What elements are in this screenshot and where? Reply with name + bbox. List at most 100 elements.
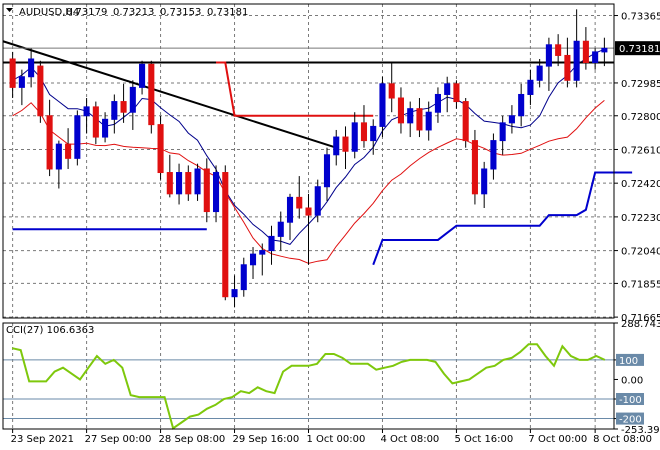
bull-candle xyxy=(379,83,386,127)
bear-candle xyxy=(342,136,349,152)
bear-candle xyxy=(305,207,312,216)
bull-candle xyxy=(231,289,238,298)
bull-candle xyxy=(481,168,488,195)
bear-candle xyxy=(157,124,164,174)
current-price-box xyxy=(615,41,660,56)
main-plot-frame xyxy=(2,3,615,319)
bear-candle xyxy=(360,122,368,142)
bull-candle xyxy=(240,264,247,291)
bear-candle xyxy=(416,108,423,131)
bull-candle xyxy=(573,40,580,81)
bear-candle xyxy=(222,172,229,298)
bear-candle xyxy=(471,140,478,195)
bear-candle xyxy=(46,115,53,170)
bull-candle xyxy=(83,106,90,117)
bull-candle xyxy=(249,253,257,266)
bull-candle xyxy=(28,58,35,78)
bull-candle xyxy=(536,65,543,81)
x-tick-label: 27 Sep 00:00 xyxy=(85,434,152,445)
bear-candle xyxy=(65,143,72,159)
bear-candle xyxy=(92,106,99,138)
bull-candle xyxy=(314,186,321,216)
bear-candle xyxy=(120,101,127,113)
cci-series-line xyxy=(11,343,606,430)
bull-candle xyxy=(592,51,599,64)
bull-candle xyxy=(545,44,552,67)
x-tick-label: 4 Oct 08:00 xyxy=(380,434,439,445)
y-tick-label: 0.72040 xyxy=(621,247,660,258)
cci-y-tick-label: 0.00 xyxy=(621,375,643,386)
y-tick-label: 0.73365 xyxy=(621,12,660,23)
bear-candle xyxy=(388,83,395,99)
bull-candle xyxy=(444,83,451,95)
x-tick-label: 23 Sep 2021 xyxy=(11,434,74,445)
bull-candle xyxy=(129,86,136,113)
cci-y-tick-label: 288.7433 xyxy=(621,319,660,330)
cci-level-box xyxy=(616,393,644,406)
bear-candle xyxy=(185,172,192,195)
cci-level-box xyxy=(616,353,644,366)
bear-candle xyxy=(166,172,173,195)
collapse-triangle-icon xyxy=(6,8,13,12)
ohlc-close: 0.73181 xyxy=(207,7,248,18)
bear-candle xyxy=(555,44,562,56)
bull-candle xyxy=(259,250,266,255)
bull-candle xyxy=(527,79,534,95)
bull-candle xyxy=(499,122,506,142)
cci-y-tick-label: 100 xyxy=(619,356,638,367)
bull-candle xyxy=(111,101,118,120)
bear-candle xyxy=(397,97,405,124)
cci-y-tick-label: -100 xyxy=(619,395,642,406)
bear-candle xyxy=(462,101,469,142)
bull-candle xyxy=(74,115,81,159)
bull-candle xyxy=(518,93,525,117)
bull-candle xyxy=(268,235,275,252)
cci-level-box xyxy=(616,412,644,425)
y-tick-label: 0.72230 xyxy=(621,213,660,224)
y-tick-label: 0.71855 xyxy=(621,279,660,290)
bull-candle xyxy=(434,93,441,113)
bull-candle xyxy=(323,154,331,188)
bull-candle xyxy=(139,63,146,88)
x-tick-label: 29 Sep 16:00 xyxy=(233,434,300,445)
y-tick-label: 0.72800 xyxy=(621,112,660,123)
cci-title: CCI(27) 106.6363 xyxy=(6,325,94,336)
ohlc-low: 0.73153 xyxy=(160,7,201,18)
bull-candle xyxy=(18,76,25,88)
bull-candle xyxy=(490,140,497,170)
bull-candle xyxy=(102,118,109,138)
ohlc-high: 0.73213 xyxy=(113,7,154,18)
cci-y-tick-label: -253.3952 xyxy=(621,425,660,436)
bear-candle xyxy=(37,65,44,117)
bull-candle xyxy=(508,115,515,124)
bear-candle xyxy=(203,168,210,213)
x-tick-label: 1 Oct 00:00 xyxy=(307,434,366,445)
bull-candle xyxy=(286,196,294,223)
x-tick-label: 7 Oct 00:00 xyxy=(528,434,587,445)
bull-candle xyxy=(277,221,284,237)
bull-candle xyxy=(370,125,377,142)
bull-candle xyxy=(176,172,183,195)
descending-trendline xyxy=(2,40,337,149)
bear-candle xyxy=(148,63,155,126)
bear-candle xyxy=(9,58,16,88)
x-tick-label: 5 Oct 16:00 xyxy=(454,434,513,445)
current-price-label: 0.73181 xyxy=(619,44,660,55)
bull-candle xyxy=(351,122,358,152)
red-resistance-step xyxy=(216,61,374,117)
bull-candle xyxy=(333,136,340,156)
bear-candle xyxy=(582,40,589,64)
bear-candle xyxy=(453,83,460,103)
bull-candle xyxy=(55,143,62,170)
bull-candle xyxy=(425,111,432,131)
symbol-label: AUDUSD,H4 xyxy=(19,7,79,18)
cci-y-tick-label: -200 xyxy=(619,415,642,426)
y-tick-label: 0.72985 xyxy=(621,79,660,90)
bull-candle xyxy=(601,47,608,53)
x-tick-label: 28 Sep 08:00 xyxy=(159,434,226,445)
bear-candle xyxy=(296,196,303,209)
y-tick-label: 0.72610 xyxy=(621,145,660,156)
ohlc-open: 0.73179 xyxy=(66,7,107,18)
bull-candle xyxy=(407,108,414,124)
bull-candle xyxy=(194,168,201,195)
